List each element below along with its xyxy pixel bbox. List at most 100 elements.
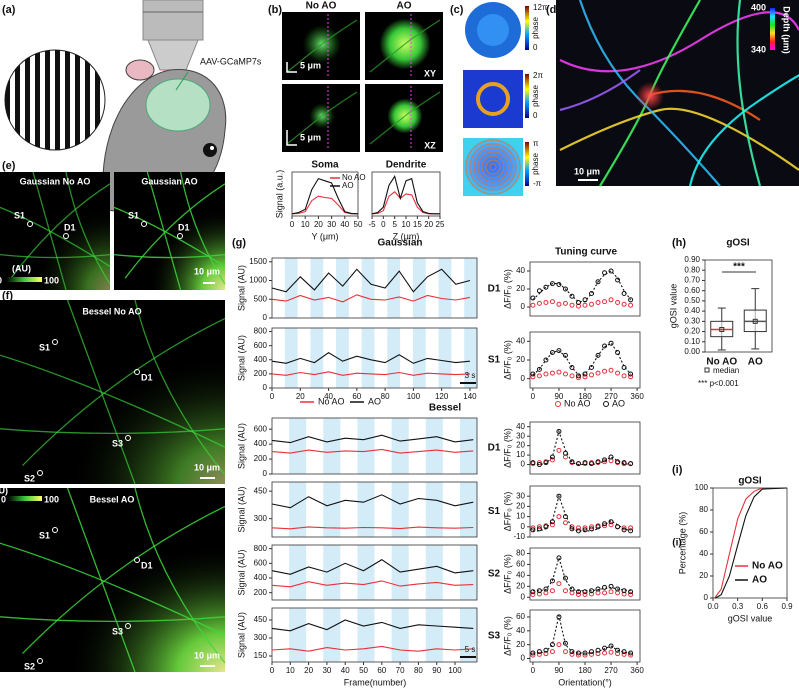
plot-title: gOSI — [726, 238, 750, 249]
stimulus-period — [425, 608, 443, 662]
x-tick-label: 80 — [414, 666, 423, 675]
label: 10 μm — [194, 650, 220, 660]
data-point — [575, 592, 581, 598]
data-point — [582, 589, 588, 595]
legend-label: median — [713, 366, 739, 375]
roi-marker — [134, 369, 140, 375]
y-tick-label: 0.00 — [684, 347, 700, 356]
data-point — [615, 651, 621, 657]
phase-fringe — [481, 155, 505, 179]
data-point — [549, 299, 555, 305]
data-point — [556, 493, 562, 499]
phase-fringe — [489, 163, 497, 171]
data-line — [271, 526, 474, 530]
stimulus-period — [323, 545, 341, 600]
y-tick-label: 20 — [516, 284, 525, 293]
row-label: S3 — [488, 631, 501, 642]
roi-label: S3 — [112, 438, 123, 448]
data-point — [589, 461, 595, 467]
stimulus-period — [284, 258, 298, 318]
median-marker — [752, 318, 758, 324]
roi-marker — [37, 470, 43, 476]
data-point — [615, 647, 621, 653]
data-point — [589, 649, 595, 655]
y-axis-label: Signal (AU) — [236, 486, 246, 532]
x-tick-label: 90 — [554, 392, 563, 401]
y-tick-label: 10 — [516, 450, 525, 459]
roi-marker — [134, 557, 140, 563]
colorbar-min: 0 — [533, 111, 538, 120]
roi-label: S1 — [39, 342, 50, 352]
data-point — [615, 300, 621, 305]
image-title: Bessel No AO — [82, 306, 141, 316]
dendrite — [66, 299, 136, 485]
stimulus-period — [289, 608, 307, 662]
stimulus-period — [357, 545, 375, 600]
y-tick-label: 0.80 — [684, 265, 700, 274]
phase-fringe — [465, 139, 521, 195]
y-tick-label: 20 — [516, 640, 525, 649]
grating-stripe — [95, 50, 100, 150]
data-point — [569, 293, 575, 299]
stimulus-period — [464, 328, 477, 388]
row-label: S1 — [488, 506, 501, 517]
colorbar-min: 0 — [533, 43, 538, 52]
label: 10 μm — [194, 266, 220, 276]
data-point — [549, 588, 555, 594]
y-tick-label: 60 — [516, 560, 525, 569]
data-point — [595, 651, 601, 657]
data-point — [621, 301, 627, 307]
label: AO — [397, 1, 412, 12]
x-tick-label: 180 — [578, 666, 592, 675]
data-line — [291, 177, 359, 215]
data-point — [536, 526, 542, 532]
data-point — [595, 279, 601, 285]
y-tick-label: 600 — [254, 558, 268, 567]
plot-frame — [271, 607, 478, 663]
x-tick-label: 100 — [448, 666, 462, 675]
x-tick-label: 0.6 — [757, 602, 769, 611]
roi-marker — [125, 435, 131, 441]
y-tick-label: 0 — [521, 522, 526, 531]
y-tick-label: 0.60 — [684, 286, 700, 295]
plot-title: Soma — [311, 160, 339, 171]
mouse-eye-glint — [210, 146, 214, 150]
data-point — [621, 591, 627, 597]
data-point — [530, 371, 536, 377]
data-point — [608, 522, 614, 528]
label: 5 s — [465, 645, 476, 654]
data-point — [543, 647, 549, 653]
data-point — [582, 525, 588, 531]
y-tick-label: 0 — [263, 469, 268, 478]
y-tick-label: 30 — [516, 491, 525, 500]
y-tick-label: 500 — [254, 294, 268, 303]
data-point — [608, 583, 614, 589]
x-tick-label: 10 — [402, 220, 411, 229]
x-tick-label: 360 — [630, 392, 644, 401]
data-point — [628, 592, 634, 598]
y-tick-label: 300 — [254, 514, 268, 523]
y-tick-label: 800 — [254, 544, 268, 553]
data-point — [556, 642, 562, 648]
data-point — [543, 460, 549, 466]
y-tick-label: 0 — [521, 654, 526, 663]
x-tick-label: 40 — [341, 666, 350, 675]
colorbar-max: 2π — [533, 71, 543, 80]
plot-frame — [529, 547, 641, 601]
roi-marker — [63, 233, 69, 239]
stimulus-period — [459, 545, 477, 600]
data-point — [556, 282, 562, 287]
plot-frame — [271, 544, 478, 601]
row-label: D1 — [488, 443, 501, 454]
colorbar-min: -π — [533, 179, 542, 188]
y-axis-label: ΔF/F₀ (%) — [502, 616, 512, 656]
data-point — [543, 357, 549, 363]
x-tick-label: 50 — [354, 220, 363, 229]
data-point — [543, 586, 549, 592]
data-point — [556, 369, 562, 375]
data-point — [608, 589, 614, 595]
y-axis-label: Percentage (%) — [677, 512, 687, 575]
x-tick-label: 90 — [432, 666, 441, 675]
y-tick-label: 40 — [516, 336, 525, 345]
data-point — [562, 588, 568, 594]
